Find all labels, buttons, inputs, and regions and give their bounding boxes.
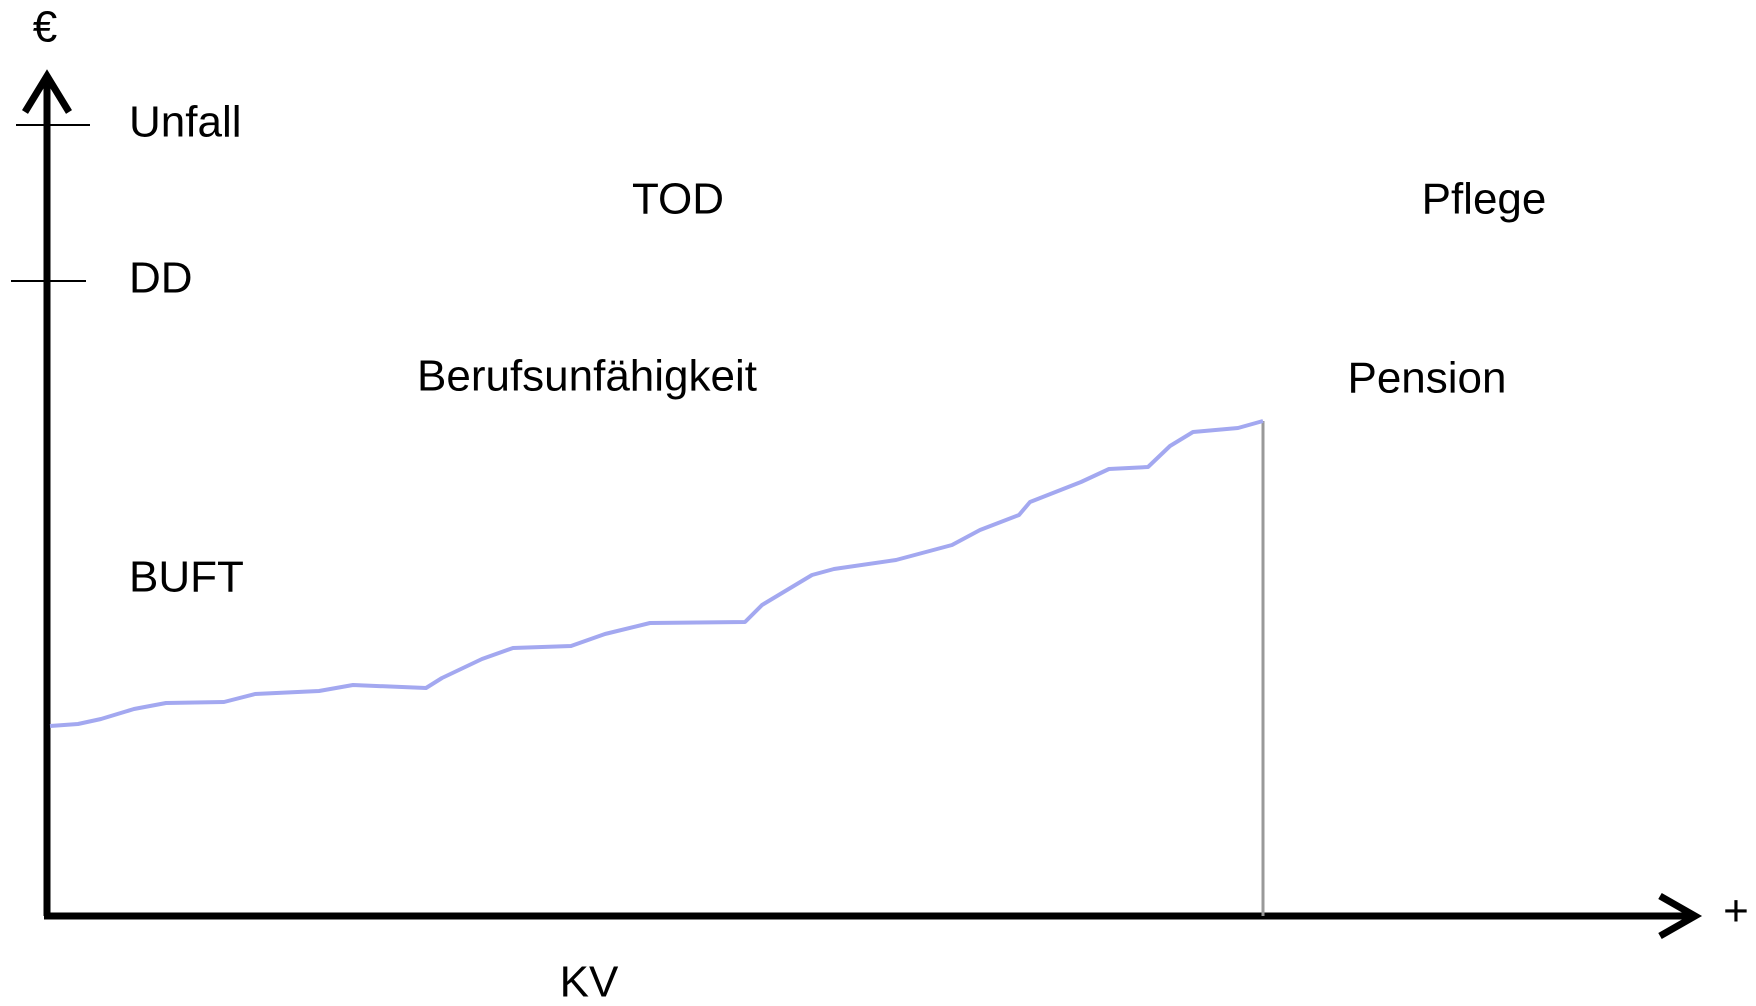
label: DD	[129, 254, 193, 303]
label: Unfall	[129, 98, 242, 147]
label: TOD	[632, 175, 724, 224]
label: Berufsunfähigkeit	[417, 352, 757, 401]
y-axis-label: €	[33, 3, 57, 52]
y-axis-arrow	[22, 69, 72, 114]
label: Pension	[1347, 354, 1506, 403]
label: Pflege	[1422, 175, 1547, 224]
label: KV	[560, 958, 619, 1006]
x-axis-label: +	[1723, 887, 1749, 936]
x-axis-arrow	[1658, 892, 1703, 940]
label: BUFT	[129, 553, 244, 602]
curve	[49, 419, 1264, 728]
